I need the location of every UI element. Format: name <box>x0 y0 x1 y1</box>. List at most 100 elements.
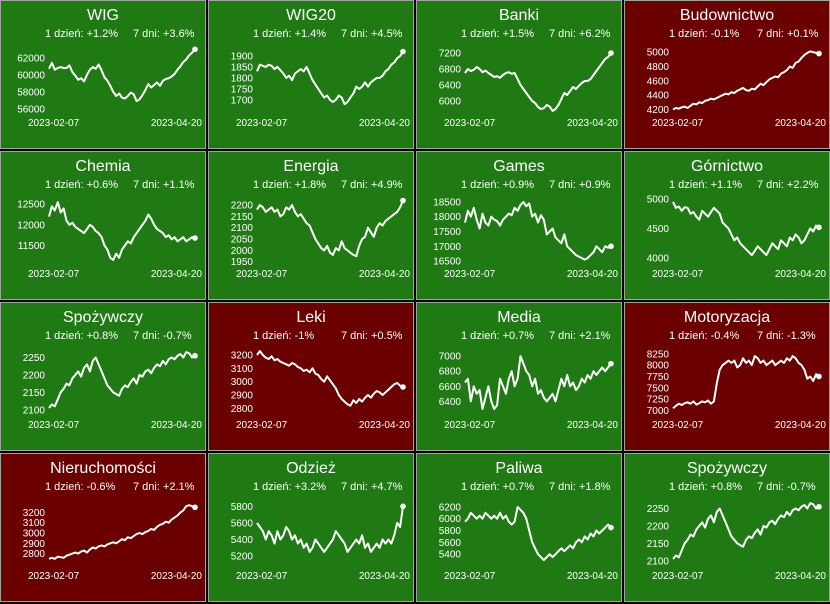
change-1d-label: 1 dzień: -1% <box>253 330 315 342</box>
change-7d-label: 7 dni: +6.2% <box>549 28 611 40</box>
last-value-marker <box>192 352 198 359</box>
y-tick-label: 6800 <box>439 367 462 378</box>
y-tick-label: 5800 <box>439 526 462 537</box>
change-7d-label: 7 dni: +2.2% <box>757 179 819 191</box>
change-7d-label: 7 dni: -1.3% <box>757 330 816 342</box>
x-end-label: 2023-04-20 <box>358 118 410 129</box>
last-value-marker <box>400 48 406 55</box>
chart-panel: Nieruchomości 1 dzień: -0.6% 7 dni: +2.1% 2… <box>0 453 206 602</box>
x-start-label: 2023-02-07 <box>28 420 80 431</box>
change-7d-label: 7 dni: -0.7% <box>757 481 816 493</box>
change-7d-label: 7 dni: +4.9% <box>341 179 403 191</box>
plot-area: 6400 6600 6800 7000 <box>439 352 614 410</box>
plot-area: 4200 4400 4600 4800 5000 <box>647 48 822 116</box>
change-7d-label: 7 dni: -0.7% <box>133 330 192 342</box>
x-start-label: 2023-02-07 <box>652 118 704 129</box>
plot-area: 2100 2150 2200 2250 <box>23 351 198 416</box>
x-end-label: 2023-04-20 <box>150 571 202 582</box>
y-tick-label: 7000 <box>439 352 462 363</box>
series-line <box>464 355 612 410</box>
chart-panel: Spożywczy 1 dzień: +0.8% 7 dni: -0.7% 2023-… <box>624 453 830 602</box>
y-tick-label: 12500 <box>17 200 45 211</box>
x-start-label: 2023-02-07 <box>28 118 80 129</box>
x-end-label: 2023-04-20 <box>358 571 410 582</box>
last-value-marker <box>608 50 614 56</box>
x-end-label: 2023-04-20 <box>358 420 410 431</box>
change-1d-label: 1 dzień: +0.8% <box>669 481 743 493</box>
chart-panel: Odzież 1 dzień: +3.2% 7 dni: +4.7% 2023-02-… <box>208 453 414 602</box>
y-tick-label: 56000 <box>17 104 45 115</box>
series-line <box>464 52 612 112</box>
plot-area: 56000 58000 60000 62000 <box>17 46 198 115</box>
y-tick-label: 1950 <box>231 257 254 268</box>
change-1d-label: 1 dzień: +0.7% <box>461 330 535 342</box>
change-1d-label: 1 dzień: +0.6% <box>45 179 119 191</box>
chart-title: Energia <box>283 158 339 175</box>
chart-title: Budownictwo <box>679 7 775 24</box>
y-tick-label: 2100 <box>23 405 46 416</box>
chart-title: Media <box>497 309 541 326</box>
chart-panel: Paliwa 1 dzień: +0.7% 7 dni: +1.8% 2023-02-… <box>416 453 622 602</box>
y-tick-label: 62000 <box>17 53 45 64</box>
y-tick-label: 11500 <box>18 241 46 252</box>
last-value-marker <box>816 373 822 380</box>
change-1d-label: 1 dzień: -0.6% <box>45 481 116 493</box>
y-tick-label: 17500 <box>433 227 461 238</box>
chart-panel: Media 1 dzień: +0.7% 7 dni: +2.1% 2023-02-0… <box>416 302 622 451</box>
series-line <box>256 350 404 407</box>
x-end-label: 2023-04-20 <box>358 269 410 280</box>
last-value-marker <box>608 360 614 367</box>
chart-panel: Games 1 dzień: +0.9% 7 dni: +0.9% 2023-02-0… <box>416 151 622 300</box>
y-tick-label: 2800 <box>23 549 46 560</box>
y-tick-label: 2150 <box>647 539 670 550</box>
x-start-label: 2023-02-07 <box>652 571 704 582</box>
y-tick-label: 2250 <box>647 504 670 515</box>
chart-title: Górnictwo <box>690 158 764 175</box>
x-start-label: 2023-02-07 <box>236 420 288 431</box>
series-line <box>256 200 404 258</box>
x-end-label: 2023-04-20 <box>566 118 618 129</box>
y-tick-label: 5400 <box>231 535 254 546</box>
change-1d-label: 1 dzień: -0.1% <box>669 28 740 40</box>
y-tick-label: 5800 <box>231 502 254 513</box>
y-tick-label: 5600 <box>439 538 462 549</box>
x-end-label: 2023-04-20 <box>774 571 826 582</box>
y-tick-label: 2100 <box>647 556 670 567</box>
y-tick-label: 1700 <box>231 95 254 106</box>
y-tick-label: 3000 <box>231 377 254 388</box>
change-1d-label: 1 dzień: +0.7% <box>461 481 535 493</box>
y-tick-label: 5000 <box>647 48 670 59</box>
x-start-label: 2023-02-07 <box>28 571 80 582</box>
last-value-marker <box>816 503 822 510</box>
change-1d-label: 1 dzień: +1.8% <box>253 179 327 191</box>
y-tick-label: 18000 <box>433 212 461 223</box>
chart-title: Spożywczy <box>686 460 768 477</box>
chart-panel: WIG 1 dzień: +1.2% 7 dni: +3.6% 2023-02-07 2… <box>0 0 206 149</box>
y-tick-label: 6400 <box>439 397 462 408</box>
y-tick-label: 2900 <box>23 539 46 550</box>
y-tick-label: 6800 <box>439 65 462 76</box>
last-value-marker <box>400 503 406 510</box>
plot-area: 16500 17000 17500 18000 18500 <box>433 197 614 268</box>
series-line <box>464 505 612 562</box>
y-tick-label: 6000 <box>439 514 462 525</box>
series-line <box>672 502 820 560</box>
x-start-label: 2023-02-07 <box>444 420 496 431</box>
chart-title: WIG <box>87 7 119 24</box>
change-7d-label: 7 dni: +1.8% <box>549 481 611 493</box>
x-end-label: 2023-04-20 <box>150 118 202 129</box>
y-tick-label: 6000 <box>439 97 462 108</box>
x-start-label: 2023-02-07 <box>236 269 288 280</box>
y-tick-label: 4600 <box>647 76 670 87</box>
plot-area: 4000 4500 5000 <box>647 194 822 265</box>
x-start-label: 2023-02-07 <box>652 269 704 280</box>
plot-area: 11500 12000 12500 <box>17 200 198 261</box>
y-tick-label: 2200 <box>647 521 670 532</box>
chart-panel: Spożywczy 1 dzień: +0.8% 7 dni: -0.7% 2023-… <box>0 302 206 451</box>
chart-panel: Motoryzacja 1 dzień: -0.4% 7 dni: -1.3% 202… <box>624 302 830 451</box>
last-value-marker <box>400 197 406 204</box>
chart-title: Chemia <box>75 158 131 175</box>
